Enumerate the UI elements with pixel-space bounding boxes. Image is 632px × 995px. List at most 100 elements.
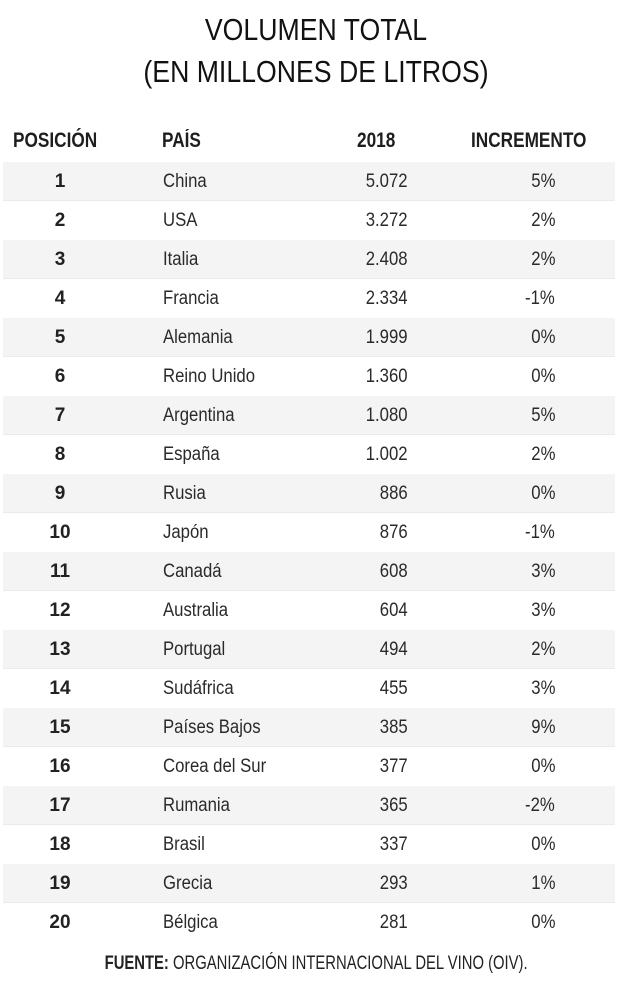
cell-increase: -1% [525, 522, 555, 543]
cell-increase: 0% [530, 327, 555, 348]
cell-country: Rumania [163, 795, 230, 816]
cell-position: 20 [49, 912, 71, 933]
cell-increase: 3% [530, 600, 555, 621]
cell-country: Alemania [163, 327, 233, 348]
cell-increase: 9% [530, 717, 555, 738]
cell-increase: 5% [530, 171, 555, 192]
table-row: 17 Rumania 365 -2% [3, 786, 615, 825]
cell-position: 11 [49, 561, 71, 582]
cell-position: 14 [49, 678, 71, 699]
cell-country: Australia [163, 600, 229, 621]
table-row: 1 China 5.072 5% [3, 162, 615, 201]
table-row: 19 Grecia 293 1% [3, 864, 615, 903]
cell-increase: 3% [530, 678, 555, 699]
cell-increase: 1% [530, 873, 555, 894]
chart-title-line-1: VOLUMEN TOTAL [204, 12, 428, 47]
table-row: 9 Rusia 886 0% [3, 474, 615, 513]
cell-position: 7 [54, 405, 66, 426]
source-text: ORGANIZACIÓN INTERNACIONAL DEL VINO (OIV… [168, 953, 528, 974]
column-header-country: PAÍS [162, 129, 201, 152]
cell-increase: 2% [530, 639, 555, 660]
cell-increase: -1% [525, 288, 555, 309]
cell-country: Portugal [163, 639, 226, 660]
table-row: 12 Australia 604 3% [3, 591, 615, 630]
table-row: 8 España 1.002 2% [3, 435, 615, 474]
cell-value-2018: 1.360 [366, 366, 408, 387]
table-row: 3 Italia 2.408 2% [3, 240, 615, 279]
cell-increase: 0% [530, 912, 555, 933]
cell-country: China [163, 171, 207, 192]
cell-value-2018: 337 [380, 834, 408, 855]
cell-country: Francia [163, 288, 219, 309]
cell-value-2018: 377 [380, 756, 408, 777]
cell-value-2018: 293 [380, 873, 408, 894]
cell-country: Grecia [163, 873, 213, 894]
table-row: 10 Japón 876 -1% [3, 513, 615, 552]
cell-value-2018: 2.408 [366, 249, 408, 270]
cell-value-2018: 455 [380, 678, 408, 699]
cell-position: 1 [54, 171, 66, 192]
cell-country: USA [163, 210, 198, 231]
data-table: 1 China 5.072 5% 2 USA 3.272 2% 3 Italia 2.408 2% 4 F… [3, 162, 615, 942]
cell-position: 17 [49, 795, 71, 816]
cell-increase: 2% [530, 249, 555, 270]
cell-country: Canadá [163, 561, 222, 582]
source-label: FUENTE: [104, 953, 169, 974]
cell-value-2018: 5.072 [366, 171, 408, 192]
table-row: 2 USA 3.272 2% [3, 201, 615, 240]
cell-increase: 0% [530, 756, 555, 777]
table-row: 6 Reino Unido 1.360 0% [3, 357, 615, 396]
table-row: 18 Brasil 337 0% [3, 825, 615, 864]
cell-increase: 3% [530, 561, 555, 582]
cell-country: Rusia [163, 483, 206, 504]
cell-position: 3 [54, 249, 66, 270]
table-row: 14 Sudáfrica 455 3% [3, 669, 615, 708]
cell-increase: 2% [530, 210, 555, 231]
cell-position: 2 [54, 210, 66, 231]
table-row: 13 Portugal 494 2% [3, 630, 615, 669]
cell-value-2018: 1.999 [366, 327, 408, 348]
cell-value-2018: 876 [380, 522, 408, 543]
cell-increase: 0% [530, 366, 555, 387]
cell-increase: 5% [530, 405, 555, 426]
cell-country: Brasil [163, 834, 205, 855]
cell-value-2018: 494 [380, 639, 408, 660]
cell-value-2018: 3.272 [366, 210, 408, 231]
cell-country: Bélgica [163, 912, 218, 933]
cell-increase: 0% [530, 834, 555, 855]
cell-country: Argentina [163, 405, 235, 426]
column-header-increase: INCREMENTO [471, 129, 587, 152]
cell-position: 6 [54, 366, 66, 387]
source-footer: FUENTE: ORGANIZACIÓN INTERNACIONAL DEL V… [0, 951, 632, 977]
cell-value-2018: 385 [380, 717, 408, 738]
cell-increase: -2% [525, 795, 555, 816]
table-row: 15 Países Bajos 385 9% [3, 708, 615, 747]
table-row: 20 Bélgica 281 0% [3, 903, 615, 942]
cell-value-2018: 886 [380, 483, 408, 504]
cell-value-2018: 1.002 [366, 444, 408, 465]
cell-value-2018: 604 [380, 600, 408, 621]
table-row: 5 Alemania 1.999 0% [3, 318, 615, 357]
cell-position: 15 [49, 717, 71, 738]
cell-country: Sudáfrica [163, 678, 234, 699]
cell-position: 18 [49, 834, 71, 855]
cell-value-2018: 608 [380, 561, 408, 582]
table-row: 7 Argentina 1.080 5% [3, 396, 615, 435]
cell-country: Corea del Sur [163, 756, 267, 777]
table-row: 4 Francia 2.334 -1% [3, 279, 615, 318]
table-row: 11 Canadá 608 3% [3, 552, 615, 591]
cell-value-2018: 2.334 [366, 288, 408, 309]
cell-increase: 2% [530, 444, 555, 465]
cell-position: 9 [54, 483, 66, 504]
chart-title-line-2: (EN MILLONES DE LITROS) [143, 54, 489, 89]
cell-value-2018: 365 [380, 795, 408, 816]
cell-position: 13 [49, 639, 71, 660]
column-header-position: POSICIÓN [13, 129, 98, 152]
cell-position: 5 [54, 327, 66, 348]
cell-position: 12 [49, 600, 71, 621]
cell-country: Japón [163, 522, 209, 543]
cell-position: 10 [49, 522, 71, 543]
cell-country: Países Bajos [163, 717, 261, 738]
cell-position: 4 [54, 288, 66, 309]
cell-country: España [163, 444, 220, 465]
